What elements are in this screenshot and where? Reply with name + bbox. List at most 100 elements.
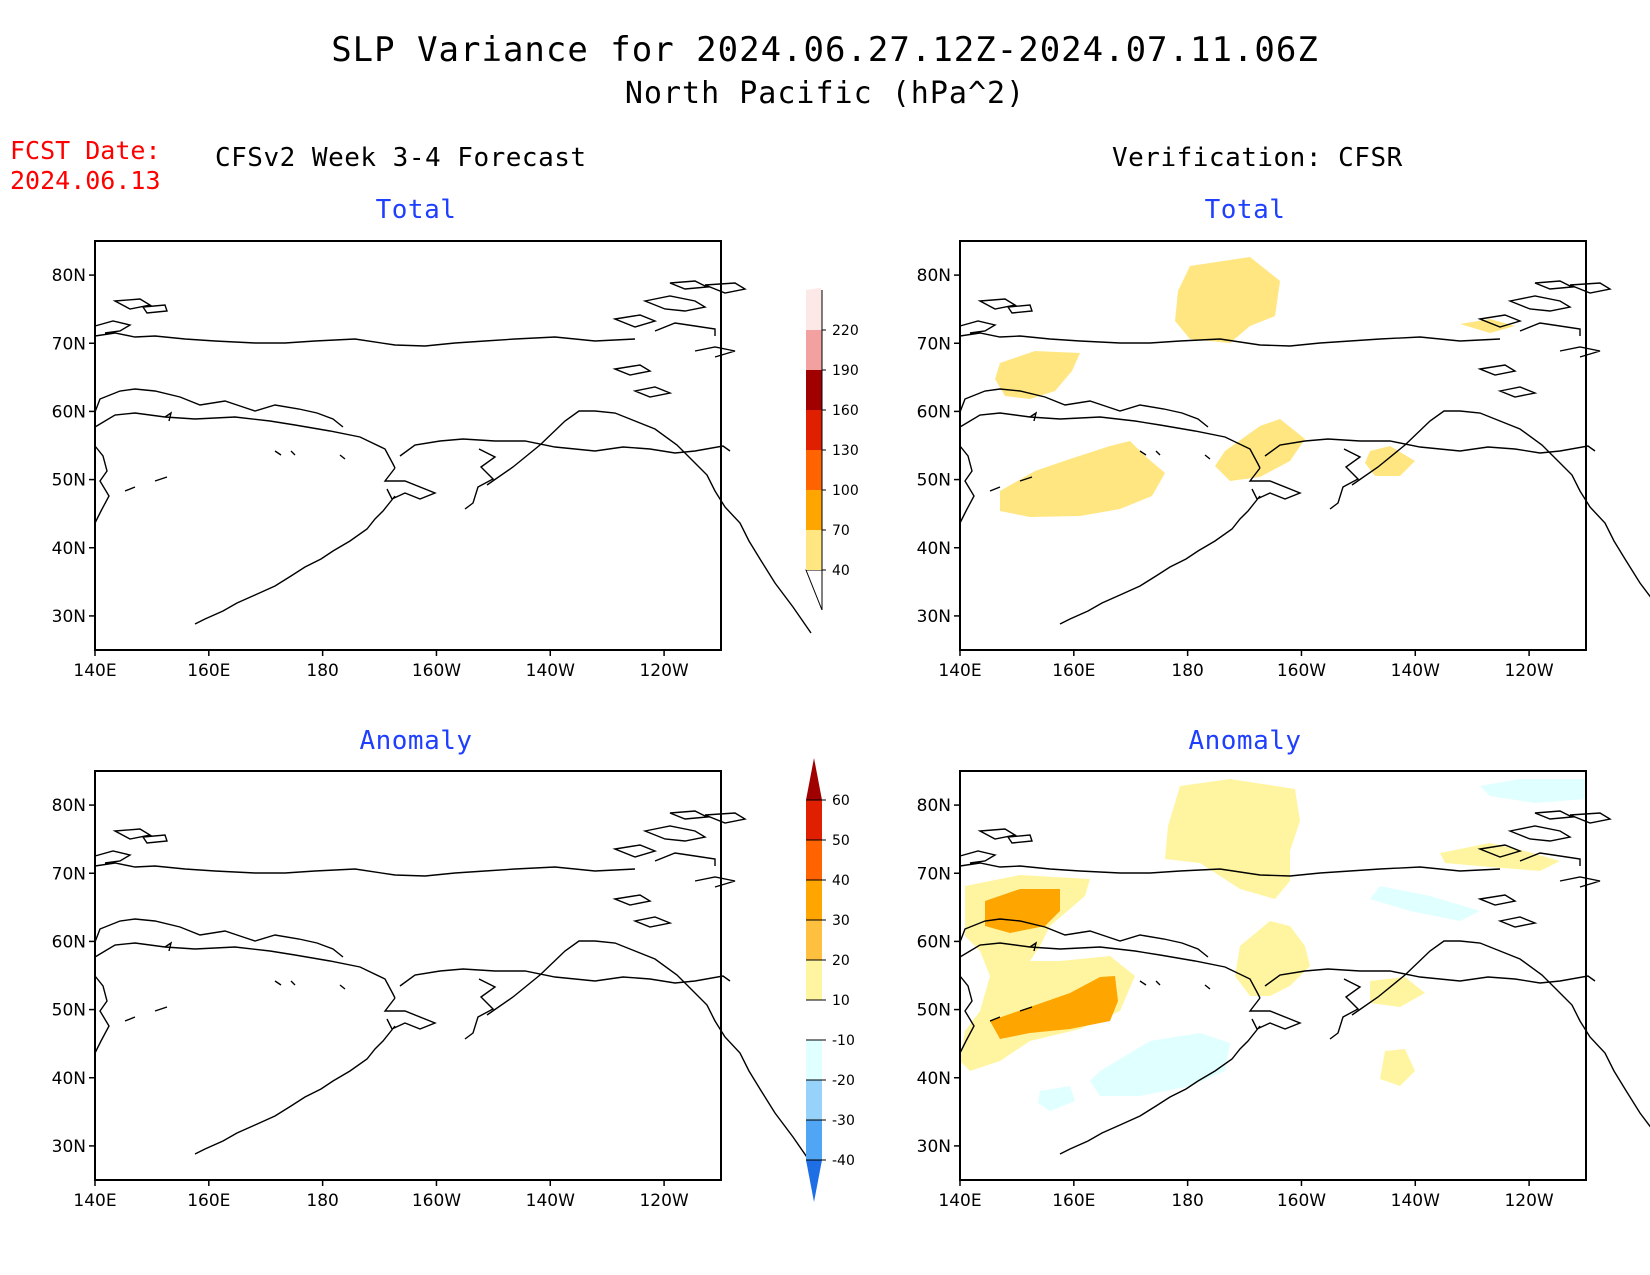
lat-tick-label: 40N (52, 1069, 86, 1089)
bottom-right-panel-title: Anomaly (1188, 726, 1302, 756)
colorbar-level-label: -40 (832, 1153, 855, 1169)
lon-tick-label: 160W (1277, 661, 1326, 681)
lat-tick-label: 30N (52, 1137, 86, 1157)
lat-tick-label: 80N (52, 796, 86, 816)
bottom-right-map-panel: 140E 160E 180 160W 140W 120W 80N 70N 60N 50N 40N 30… (917, 770, 1650, 1211)
main-title: SLP Variance for 2024.06.27.12Z-2024.07.… (331, 30, 1319, 70)
variance-contour (995, 351, 1080, 399)
colorbar-level-label: 20 (832, 953, 850, 969)
lon-tick-label: 120W (639, 1191, 688, 1211)
variance-contour (1215, 419, 1305, 481)
lat-tick-label: 30N (52, 607, 86, 627)
bottom-left-map-panel: 140E 160E 180 160W 140W 120W 80N 70N 60N 50N 40N 30… (52, 770, 812, 1211)
colorbar-level-label: 70 (832, 523, 850, 539)
anomaly-contour (985, 889, 1060, 933)
lon-tick-label: 140W (1391, 1191, 1440, 1211)
lon-tick-label: 140E (938, 1191, 981, 1211)
map-frame (94, 240, 722, 651)
colorbar-level-label: 30 (832, 913, 850, 929)
anomaly-colorbar: 60 50 40 30 20 10 -10 -20 -30 -40 (806, 758, 855, 1202)
colorbar-swatch (806, 290, 822, 330)
lat-tick-label: 50N (917, 1001, 951, 1021)
anomaly-contour (1090, 1033, 1230, 1096)
total-colorbar: 40 70 100 130 160 190 220 (805, 288, 859, 611)
top-left-panel-title: Total (375, 195, 457, 225)
fcst-label: FCST Date: (10, 136, 161, 165)
colorbar-swatch (806, 920, 822, 960)
lat-tick-label: 70N (917, 864, 951, 884)
lon-tick-label: 140W (526, 1191, 575, 1211)
lat-tick-label: 70N (917, 334, 951, 354)
colorbar-swatch (806, 960, 822, 1000)
colorbar-level-label: 60 (832, 793, 850, 809)
coastline (94, 810, 812, 1164)
colorbar-swatch (806, 800, 822, 840)
variance-contour (1000, 441, 1165, 517)
lat-tick-label: 30N (917, 607, 951, 627)
lat-tick-label: 80N (917, 266, 951, 286)
colorbar-swatch (806, 1000, 822, 1040)
lon-tick-label: 180 (1171, 661, 1203, 681)
lon-tick-label: 120W (1504, 661, 1553, 681)
lat-tick-label: 40N (52, 539, 86, 559)
lon-tick-label: 160W (412, 1191, 461, 1211)
lat-tick-label: 60N (52, 402, 86, 422)
lon-tick-label: 140E (938, 661, 981, 681)
colorbar-level-label: 190 (832, 363, 859, 379)
lat-tick-label: 50N (52, 471, 86, 491)
colorbar-level-label: -30 (832, 1113, 855, 1129)
main-subtitle: North Pacific (hPa^2) (624, 76, 1026, 111)
lat-tick-label: 60N (52, 932, 86, 952)
colorbar-level-label: 100 (832, 483, 859, 499)
colorbar-swatch (806, 1120, 822, 1160)
lat-tick-label: 80N (52, 266, 86, 286)
lon-tick-label: 180 (306, 661, 338, 681)
anomaly-contour (1480, 779, 1586, 803)
colorbar-swatch (806, 840, 822, 880)
lat-tick-label: 40N (917, 1069, 951, 1089)
lon-tick-label: 120W (1504, 1191, 1553, 1211)
lon-tick-label: 140W (526, 661, 575, 681)
anomaly-contour (1235, 921, 1310, 996)
colorbar-swatch (806, 1040, 822, 1080)
anomaly-contour (1370, 977, 1425, 1007)
colorbar-swatch (806, 530, 822, 570)
colorbar-level-label: 40 (832, 563, 850, 579)
lat-tick-label: 50N (917, 471, 951, 491)
colorbar-level-label: 50 (832, 833, 850, 849)
coastline (94, 280, 812, 634)
variance-contour (1460, 319, 1515, 333)
anomaly-contour (1038, 1086, 1075, 1111)
anomaly-contour (1165, 779, 1300, 899)
lat-tick-label: 70N (52, 334, 86, 354)
anomaly-contour (1370, 886, 1480, 921)
variance-contour (1365, 446, 1415, 476)
top-left-map-panel: 140E 160E 180 160W 140W 120W 80N 70N 60N 50N 40N 30… (52, 240, 812, 681)
colorbar-level-label: 10 (832, 993, 850, 1009)
fcst-date: 2024.06.13 (10, 166, 161, 195)
lon-tick-label: 120W (639, 661, 688, 681)
bottom-left-panel-title: Anomaly (359, 726, 473, 756)
lat-tick-label: 30N (917, 1137, 951, 1157)
colorbar-swatch (806, 450, 822, 490)
lon-tick-label: 180 (1171, 1191, 1203, 1211)
colorbar-level-label: 160 (832, 403, 859, 419)
map-frame (959, 240, 1587, 651)
lon-tick-label: 180 (306, 1191, 338, 1211)
variance-contour (1175, 257, 1280, 343)
lat-tick-label: 70N (52, 864, 86, 884)
colorbar-swatch (806, 490, 822, 530)
lon-tick-label: 160W (412, 661, 461, 681)
lat-tick-label: 50N (52, 1001, 86, 1021)
colorbar-level-label: 40 (832, 873, 850, 889)
lat-tick-label: 80N (917, 796, 951, 816)
lat-tick-label: 40N (917, 539, 951, 559)
colorbar-level-label: 220 (832, 323, 859, 339)
colorbar-swatch (806, 330, 822, 370)
lon-tick-label: 140W (1391, 661, 1440, 681)
colorbar-swatch (806, 410, 822, 450)
top-right-map-panel: 140E 160E 180 160W 140W 120W 80N 70N 60N 50N 40N 30… (917, 240, 1650, 681)
coastline (959, 280, 1650, 634)
anomaly-contour (1380, 1049, 1415, 1086)
